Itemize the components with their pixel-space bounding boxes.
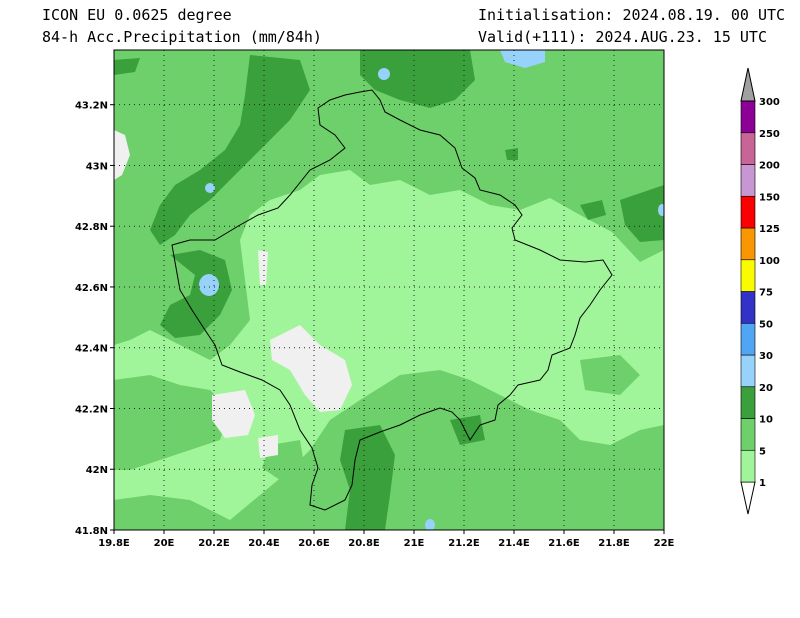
lon-tick-labels: 19.8E 20E 20.2E 20.4E 20.6E 20.8E 21E 21.2E 21.4… (98, 530, 675, 549)
country-border (171, 89, 613, 511)
legend-color-band (740, 164, 756, 197)
legend-level-label: 150 (759, 192, 780, 203)
lat-tick-label: 42.2N (75, 404, 108, 415)
lat-tick-label: 42N (86, 465, 108, 476)
legend-level-label: 1 (759, 478, 766, 489)
lon-tick-label: 21E (404, 538, 425, 549)
legend-color-band (740, 132, 756, 165)
color-legend: 1 5 10 20 30 50 75 100 125 150 200 250 300 (740, 67, 780, 515)
lon-tick-label: 21.4E (498, 538, 530, 549)
legend-level-label: 50 (759, 319, 773, 330)
lat-tick-labels: 41.8N 42N 42.2N 42.4N 42.6N 42.8N 43N 43.2N (75, 101, 114, 537)
legend-color-band (740, 386, 756, 419)
precip-10mm-areas (114, 50, 664, 530)
lat-tick-label: 41.8N (75, 526, 108, 537)
legend-color-band (740, 291, 756, 324)
legend-color-band (740, 354, 756, 388)
legend-level-label: 100 (759, 256, 780, 267)
lon-tick-label: 21.2E (448, 538, 480, 549)
lon-tick-label: 20.2E (198, 538, 230, 549)
graticule (114, 50, 664, 530)
legend-level-label: 5 (759, 446, 766, 457)
legend-color-band (740, 418, 756, 451)
precip-20mm-spots (199, 50, 664, 530)
lat-tick-label: 42.6N (75, 283, 108, 294)
legend-color-band (740, 449, 756, 483)
lon-tick-label: 22E (654, 538, 675, 549)
valid-time: Valid(+111): 2024.AUG.23. 15 UTC (478, 28, 767, 46)
precip-below-1mm-areas (114, 130, 352, 458)
legend-color-band (740, 259, 756, 292)
lon-tick-label: 20.6E (298, 538, 330, 549)
legend-level-label: 75 (759, 288, 773, 299)
legend-level-label: 200 (759, 161, 780, 172)
lon-tick-label: 21.6E (548, 538, 580, 549)
legend-lower-arrow (740, 481, 756, 515)
legend-level-label: 20 (759, 383, 773, 394)
field-title: 84-h Acc.Precipitation (mm/84h) (42, 28, 322, 46)
lat-tick-label: 43N (86, 161, 108, 172)
legend-level-label: 125 (759, 224, 780, 235)
lon-tick-label: 20.8E (348, 538, 380, 549)
lon-tick-label: 19.8E (98, 538, 130, 549)
legend-upper-arrow (740, 67, 756, 102)
legend-color-band (740, 322, 756, 356)
model-title: ICON EU 0.0625 degree (42, 6, 232, 24)
lon-tick-label: 20E (154, 538, 175, 549)
legend-level-label: 30 (759, 351, 773, 362)
legend-color-band (740, 195, 756, 229)
precip-field (114, 50, 664, 530)
legend-color-band (740, 100, 756, 134)
map-frame (113, 49, 665, 531)
lon-tick-label: 21.8E (598, 538, 630, 549)
lon-tick-label: 20.4E (248, 538, 280, 549)
legend-level-label: 250 (759, 129, 780, 140)
lat-tick-label: 42.8N (75, 222, 108, 233)
legend-level-label: 300 (759, 97, 780, 108)
lat-tick-label: 43.2N (75, 101, 108, 112)
legend-color-band (740, 227, 756, 261)
init-time: Initialisation: 2024.08.19. 00 UTC (478, 6, 786, 24)
legend-level-label: 10 (759, 415, 773, 426)
lat-tick-label: 42.4N (75, 344, 108, 355)
